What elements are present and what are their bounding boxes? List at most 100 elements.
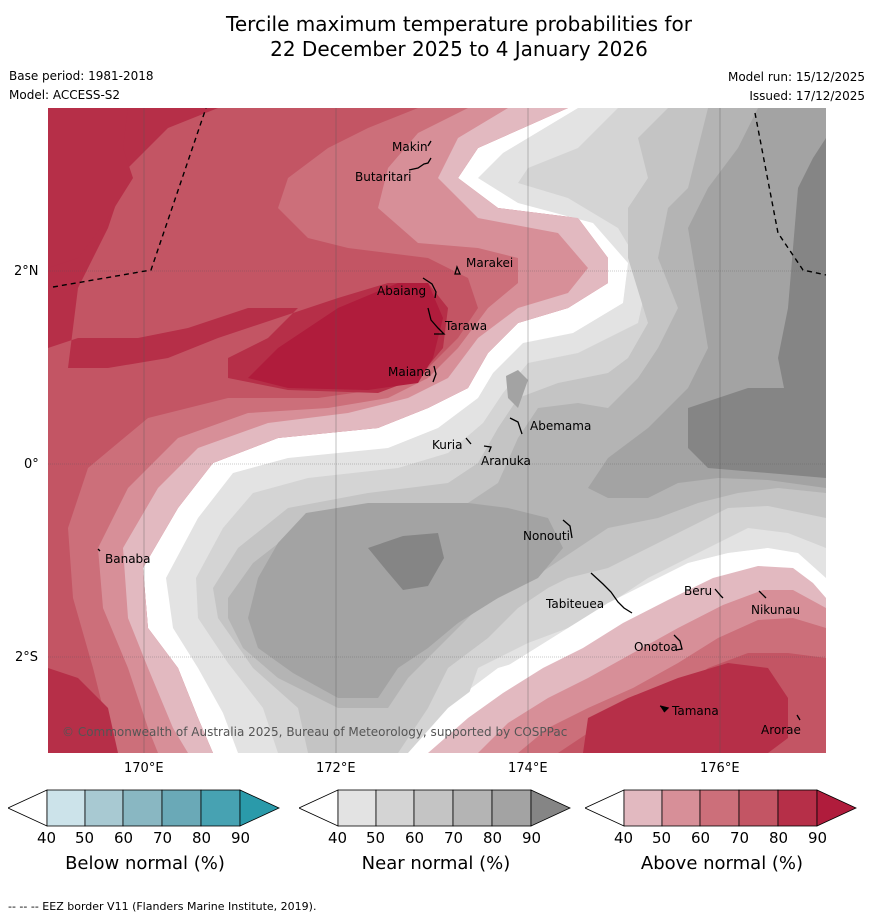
cb0-tick-60: 60: [114, 829, 134, 847]
lat-label-2n: 2°N: [14, 264, 39, 279]
label-banaba: Banaba: [105, 552, 151, 566]
tarawa-island: [427, 307, 446, 335]
abemama-island: [509, 417, 523, 435]
label-abemama: Abemama: [530, 419, 591, 433]
contour-layers: [48, 108, 826, 753]
chart-title: Tercile maximum temperature probabilitie…: [0, 12, 873, 62]
label-abaiang: Abaiang: [377, 284, 426, 298]
label-makin: Makin: [392, 140, 428, 154]
cb1-extend-min: [299, 789, 339, 827]
above-normal-80-zone-southwest: [48, 668, 118, 753]
label-beru: Beru: [684, 584, 712, 598]
cb1-segment-1: [337, 789, 377, 827]
cb2-segment-3: [699, 789, 740, 827]
makin-island: [427, 140, 432, 147]
meta-left: Base period: 1981-2018 Model: ACCESS-S2: [9, 69, 154, 107]
lat-label-2s: 2°S: [15, 650, 39, 665]
label-onotoa: Onotoa: [634, 640, 678, 654]
near-normal-90-zone-east: [778, 138, 826, 438]
label-marakei: Marakei: [466, 256, 513, 270]
colorbar-near-normal: [299, 789, 571, 827]
cb0-tick-90: 90: [231, 829, 251, 847]
cb1-segment-4: [452, 789, 493, 827]
title-line-1: Tercile maximum temperature probabilitie…: [226, 12, 692, 36]
colorbar-below-normal: [8, 789, 280, 827]
cb0-tick-40: 40: [37, 829, 57, 847]
cb0-extend-max: [239, 789, 280, 827]
cb0-tick-50: 50: [75, 829, 95, 847]
meta-right: Model run: 15/12/2025 Issued: 17/12/2025: [728, 70, 865, 108]
cb2-extend-max: [816, 789, 857, 827]
butaritari-island: [408, 157, 432, 171]
beru-island: [714, 588, 724, 599]
label-nikunau: Nikunau: [751, 603, 800, 617]
cb2-segment-2: [661, 789, 701, 827]
cb0-ticks: 40 50 60 70 80 90: [37, 829, 267, 849]
eez-border-west: [52, 108, 207, 288]
colorbar-above-normal: [585, 789, 857, 827]
model-name: Model: ACCESS-S2: [9, 88, 121, 102]
near-normal-80-zone-central: [248, 503, 563, 698]
cb1-tick-90: 90: [522, 829, 542, 847]
cb2-tick-50: 50: [652, 829, 672, 847]
label-tamana: Tamana: [671, 704, 719, 718]
cb0-segment-5: [200, 789, 241, 827]
nikunau-island: [758, 590, 767, 599]
cb0-segment-1: [46, 789, 86, 827]
cb1-tick-60: 60: [405, 829, 425, 847]
gridlines: [48, 108, 826, 753]
cb1-extend-max: [530, 789, 571, 827]
eez-border-east: [754, 112, 826, 276]
lat-label-0: 0°: [24, 457, 39, 472]
near-normal-80-zone-small: [506, 370, 528, 408]
label-aranuka: Aranuka: [481, 454, 531, 468]
label-arorae: Arorae: [761, 723, 801, 737]
cb0-segment-3: [122, 789, 163, 827]
cb2-tick-70: 70: [730, 829, 750, 847]
cb2-extend-min: [585, 789, 625, 827]
cb1-tick-40: 40: [328, 829, 348, 847]
cb1-tick-70: 70: [444, 829, 464, 847]
label-kuria: Kuria: [432, 438, 463, 452]
above-normal-70-zone-inner: [48, 108, 478, 753]
cb2-tick-90: 90: [808, 829, 828, 847]
cb2-segment-5: [777, 789, 818, 827]
onotoa-island: [673, 634, 683, 651]
cb2-segment-4: [738, 789, 779, 827]
cb2-ticks: 40 50 60 70 80 90: [614, 829, 844, 849]
base-period: Base period: 1981-2018: [9, 69, 154, 83]
cb1-segment-2: [375, 789, 415, 827]
probability-map: Makin Butaritari Marakei Abaiang Tarawa …: [48, 108, 826, 753]
cb1-ticks: 40 50 60 70 80 90: [328, 829, 558, 849]
label-maiana: Maiana: [388, 365, 431, 379]
place-labels: Makin Butaritari Marakei Abaiang Tarawa …: [62, 140, 801, 739]
label-butaritari: Butaritari: [355, 170, 412, 184]
abaiang-island: [422, 277, 437, 299]
lon-label-174e: 174°E: [508, 761, 548, 776]
islands: [97, 140, 801, 721]
lon-label-172e: 172°E: [316, 761, 356, 776]
near-normal-90-zone-central: [368, 533, 444, 590]
cb0-tick-80: 80: [192, 829, 212, 847]
kuria-island: [465, 437, 472, 445]
above-normal-90-zone: [248, 283, 443, 390]
footer-note: -- -- -- EEZ border V11 (Flanders Marine…: [8, 900, 317, 913]
issued-date: Issued: 17/12/2025: [749, 89, 865, 103]
cb0-title: Below normal (%): [65, 853, 225, 874]
cb0-segment-2: [84, 789, 124, 827]
maiana-island: [432, 365, 437, 383]
marakei-island: [454, 265, 461, 275]
label-tarawa: Tarawa: [444, 319, 487, 333]
title-line-2: 22 December 2025 to 4 January 2026: [270, 37, 648, 61]
cb1-segment-5: [491, 789, 532, 827]
label-nonouti: Nonouti: [523, 529, 570, 543]
lon-label-170e: 170°E: [124, 761, 164, 776]
cb0-extend-min: [8, 789, 48, 827]
near-normal-90-zone-southeast: [688, 388, 826, 478]
label-tabiteuea: Tabiteuea: [545, 597, 604, 611]
cb1-title: Near normal (%): [361, 853, 511, 874]
cb2-tick-40: 40: [614, 829, 634, 847]
tamana-island: [659, 705, 670, 713]
cb2-tick-60: 60: [691, 829, 711, 847]
model-run: Model run: 15/12/2025: [727, 70, 865, 84]
